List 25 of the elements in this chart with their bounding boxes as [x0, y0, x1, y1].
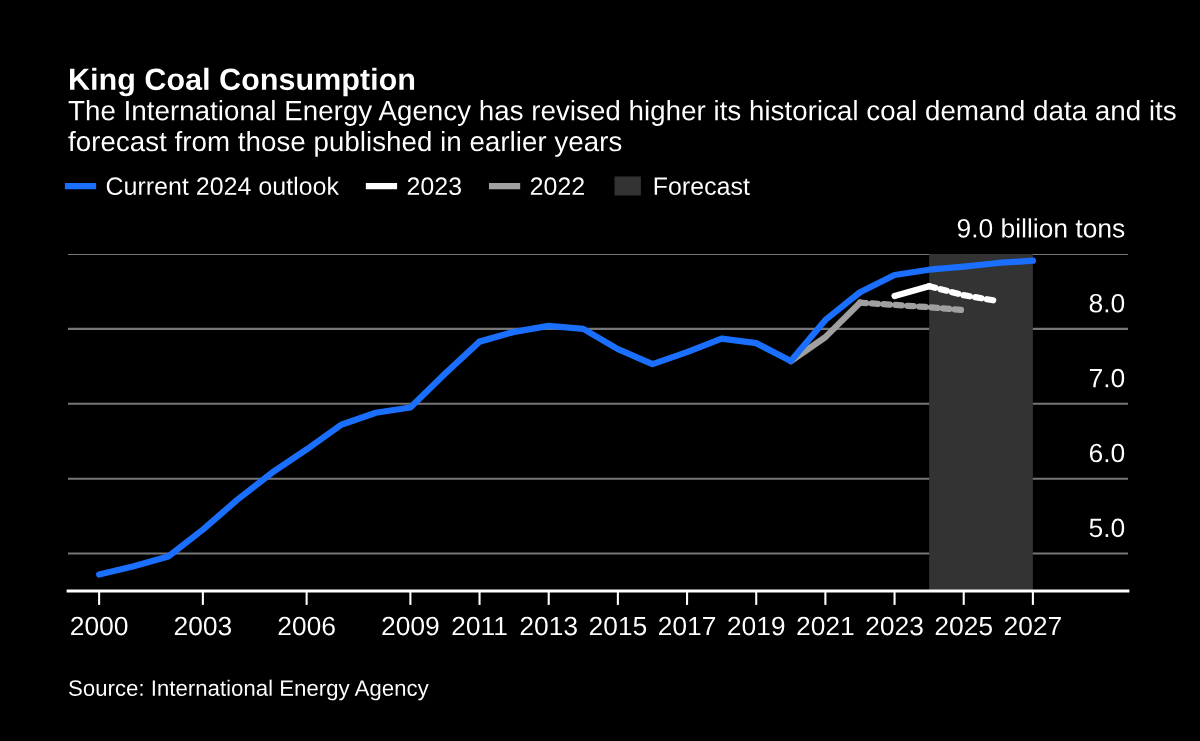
legend-label: 2022 — [530, 177, 584, 196]
legend-label: Forecast — [654, 177, 750, 196]
x-tick-label: 2023 — [866, 616, 923, 636]
x-tick-label: 2025 — [935, 616, 992, 636]
y-tick-label: 9.0 billion tons — [957, 218, 1125, 238]
y-tick-label: 7.0 — [1089, 368, 1125, 388]
y-tick-label: 8.0 — [1089, 293, 1125, 313]
legend-label: Current 2024 outlook — [106, 176, 340, 196]
x-tick-label: 2017 — [659, 616, 716, 636]
chart-subtitle: The International Energy Agency has revised higher its historical coal demand data and its forecast from those published in earlier years — [68, 100, 1176, 157]
y-tick-label: 6.0 — [1089, 443, 1125, 463]
x-tick-label: 2000 — [71, 616, 128, 636]
legend-label: 2023 — [407, 177, 461, 196]
x-tick-label: 2019 — [728, 616, 785, 636]
y-tick-label: 5.0 — [1089, 518, 1125, 538]
x-tick-label: 2027 — [1004, 616, 1061, 636]
chart-title: King Coal Consumption — [70, 67, 415, 97]
x-tick-label: 2009 — [382, 616, 439, 636]
x-tick-label: 2006 — [278, 616, 335, 636]
x-tick-label: 2021 — [797, 616, 854, 636]
x-tick-label: 2013 — [520, 616, 577, 636]
x-tick-label: 2003 — [174, 616, 232, 636]
x-tick-label: 2015 — [589, 616, 647, 636]
source-note: Source: International Energy Agency — [69, 679, 429, 701]
x-tick-label: 2011 — [452, 616, 507, 636]
